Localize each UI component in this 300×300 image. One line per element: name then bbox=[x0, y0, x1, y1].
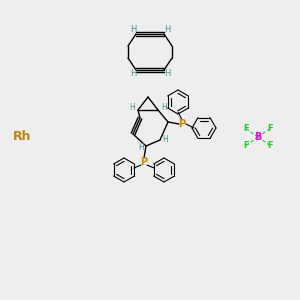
Text: P: P bbox=[178, 119, 186, 129]
Text: P: P bbox=[140, 157, 148, 167]
Text: H: H bbox=[129, 103, 135, 112]
Text: F: F bbox=[243, 141, 249, 150]
Text: H: H bbox=[162, 134, 168, 143]
Text: H: H bbox=[161, 103, 167, 112]
Text: B: B bbox=[254, 132, 262, 142]
Text: Rh: Rh bbox=[13, 130, 31, 143]
Text: F: F bbox=[267, 141, 273, 150]
Text: H: H bbox=[164, 26, 170, 34]
Text: H: H bbox=[130, 26, 136, 34]
Text: F: F bbox=[267, 124, 273, 133]
Text: H: H bbox=[138, 142, 144, 152]
Text: H: H bbox=[130, 70, 136, 79]
Text: H: H bbox=[164, 70, 170, 79]
Text: F: F bbox=[243, 124, 249, 133]
